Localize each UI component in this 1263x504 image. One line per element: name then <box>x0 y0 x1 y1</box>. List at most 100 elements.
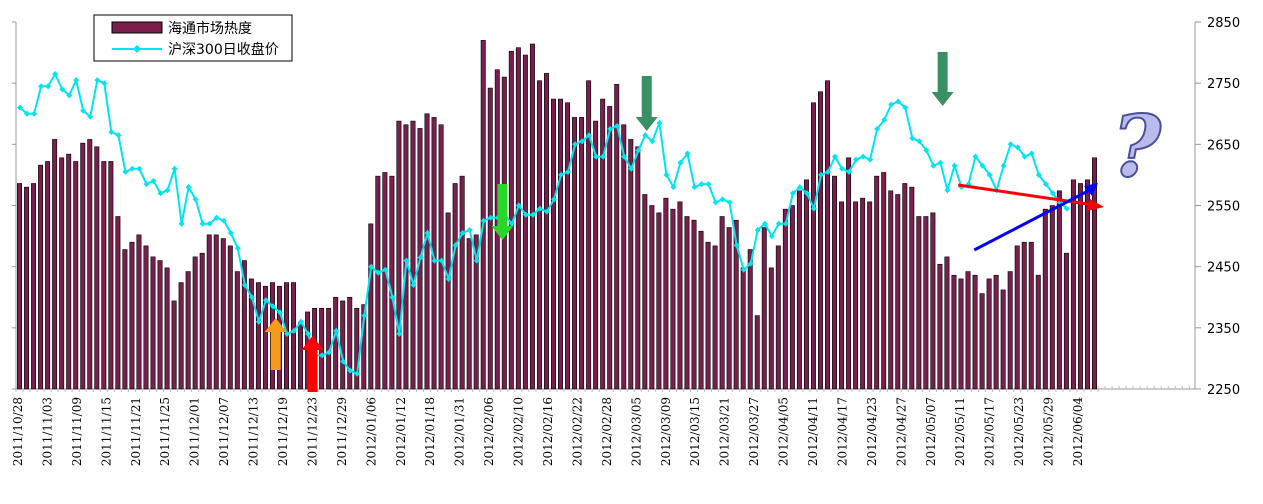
x-tick-label: 2012/01/06 <box>364 397 378 466</box>
line-point <box>1007 141 1014 148</box>
bar <box>206 234 212 390</box>
bar <box>930 212 936 390</box>
bar <box>396 120 402 390</box>
line-point <box>839 165 845 172</box>
bar <box>796 190 802 390</box>
bar <box>122 249 128 390</box>
line-point <box>529 211 536 218</box>
x-tick-label: 2012/02/10 <box>512 397 526 466</box>
line-point <box>1028 150 1035 157</box>
bar <box>551 98 556 390</box>
bar <box>558 98 563 390</box>
bar <box>66 153 72 390</box>
line-point <box>340 358 347 365</box>
line-point <box>171 165 178 172</box>
legend: 海通市场热度 沪深300日收盘价 <box>93 14 293 62</box>
x-tick-label: 2012/03/27 <box>747 397 761 466</box>
line-point <box>867 156 874 163</box>
bar <box>403 124 409 390</box>
line-point <box>747 260 754 267</box>
line-point <box>326 349 333 356</box>
line-point <box>726 199 733 206</box>
bar <box>817 91 823 390</box>
bar <box>298 322 304 390</box>
line-point <box>368 263 375 270</box>
bar <box>248 278 254 390</box>
bar <box>600 98 606 390</box>
line-point <box>1021 153 1028 160</box>
bar <box>150 256 156 390</box>
bar <box>572 117 578 390</box>
bar <box>220 238 226 390</box>
x-tick-label: 2012/04/23 <box>865 397 879 466</box>
bar <box>466 238 472 390</box>
bar <box>1077 183 1083 390</box>
line-point <box>24 110 30 117</box>
bar <box>803 179 809 390</box>
orange-up-arrow <box>264 318 287 370</box>
dark-green-down-arrow-may <box>931 52 954 106</box>
bar <box>642 194 648 390</box>
bar <box>586 80 592 390</box>
bar <box>522 54 528 390</box>
line-point <box>431 257 438 264</box>
line-point <box>52 71 59 77</box>
bar <box>937 263 943 390</box>
bar <box>199 252 205 390</box>
x-tick-label: 2012/04/27 <box>894 397 908 466</box>
bar <box>129 241 135 390</box>
bar <box>747 249 753 390</box>
line-point <box>424 230 431 236</box>
line-point <box>818 171 824 178</box>
line-point <box>951 162 958 169</box>
x-tick-label: 2012/06/04 <box>1071 397 1085 467</box>
bar <box>45 161 51 390</box>
bar <box>354 307 360 390</box>
bar <box>979 293 985 390</box>
bar <box>487 87 493 390</box>
bar <box>789 205 795 390</box>
bar <box>59 157 65 390</box>
line-point <box>635 147 642 154</box>
line-point <box>269 303 276 310</box>
line-point <box>705 181 712 188</box>
bar <box>1056 190 1062 390</box>
line-point <box>255 318 262 325</box>
line-point <box>459 230 466 236</box>
line-point <box>565 168 571 175</box>
line-point <box>305 330 312 337</box>
line-point <box>1014 144 1021 151</box>
bar <box>1000 289 1006 390</box>
line-point <box>895 98 902 105</box>
bar <box>902 183 908 390</box>
line-point <box>262 297 269 304</box>
line-point <box>558 171 564 178</box>
bar <box>445 212 451 390</box>
bar <box>234 271 240 390</box>
bar <box>565 102 571 390</box>
x-tick-label: 2012/05/17 <box>983 397 997 466</box>
x-tick-label: 2012/01/31 <box>453 397 467 466</box>
line-point <box>930 162 937 169</box>
bar <box>909 186 915 390</box>
y-tick-label: 2250 <box>1207 383 1240 398</box>
line-point <box>94 77 101 84</box>
line-point <box>115 132 122 139</box>
line-point <box>614 123 621 129</box>
line-point <box>881 116 888 123</box>
line-point <box>986 171 993 178</box>
line-point <box>663 171 670 178</box>
bar <box>515 47 521 390</box>
line-point <box>473 257 480 264</box>
line-point <box>846 168 853 175</box>
bar <box>24 186 30 390</box>
chart-axes <box>12 21 1201 392</box>
bar <box>73 161 79 390</box>
bar <box>227 245 233 390</box>
bar <box>628 139 634 390</box>
line-point <box>825 168 831 175</box>
x-tick-label: 2012/04/05 <box>777 397 791 466</box>
y-tick-label: 2750 <box>1207 77 1240 92</box>
line-point <box>853 156 860 163</box>
